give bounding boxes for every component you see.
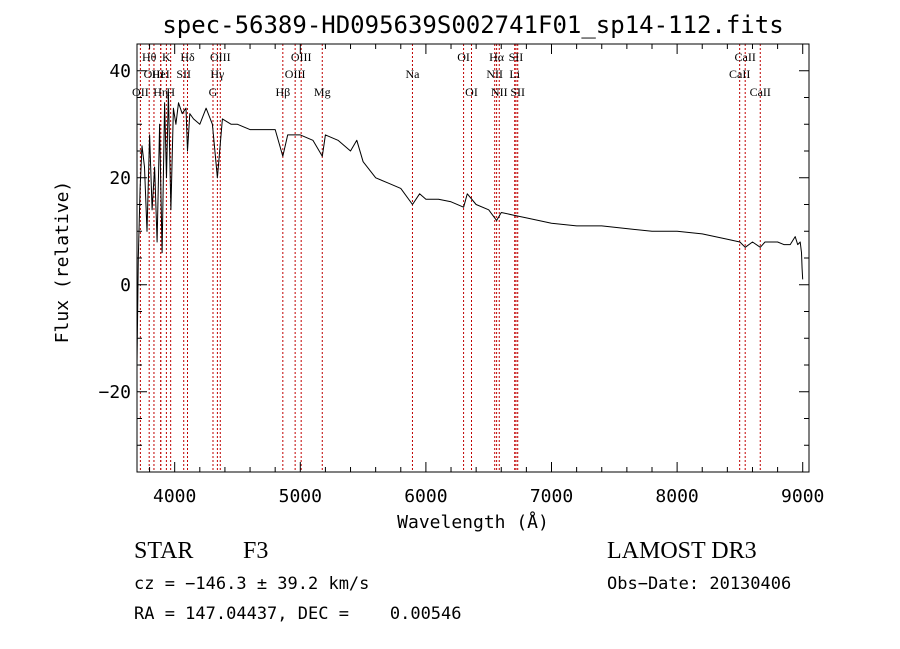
line-label-li: Li — [509, 67, 520, 81]
line-label-oiii: OIII — [291, 50, 312, 64]
line-label-hγ: Hγ — [210, 67, 225, 81]
coordinates: RA = 147.04437, DEC = 0.00546 — [134, 604, 462, 624]
x-axis-label: Wavelength (Å) — [397, 511, 549, 533]
line-label-caii: CaII — [735, 50, 756, 64]
line-label-nii: NII — [491, 85, 508, 99]
line-label-mg: Mg — [314, 85, 331, 99]
object-subclass: F3 — [243, 538, 269, 564]
x-tick-label: 5000 — [279, 486, 322, 507]
spectrum-line — [136, 91, 804, 366]
x-tick-label: 9000 — [781, 486, 824, 507]
y-tick-label: 20 — [109, 168, 131, 189]
line-label-sii: SII — [509, 50, 524, 64]
line-label-sii: SII — [176, 67, 191, 81]
line-label-caii: CaII — [750, 85, 771, 99]
line-label-hα: Hα — [489, 50, 505, 64]
y-tick-label: −20 — [98, 382, 131, 403]
y-tick-label: 40 — [109, 61, 131, 82]
survey-name: LAMOST DR3 — [607, 538, 757, 564]
line-label-na: Na — [405, 67, 420, 81]
spectral-line-markers — [139, 44, 761, 472]
y-tick-label: 0 — [120, 275, 131, 296]
line-label-hθ: Hθ — [142, 50, 157, 64]
line-labels: OIIHθOIIIHηHeIKHSIIHδGHγOIIIHβOIIIOIIIMg… — [132, 50, 771, 99]
line-label-hei: HeI — [152, 67, 170, 81]
line-label-k: K — [162, 50, 171, 64]
chart-title: spec-56389-HD095639S002741F01_sp14-112.f… — [162, 11, 783, 39]
axis-ticks: 4000 5000 6000 7000 8000 9000 −20 0 20 40 — [98, 44, 824, 507]
line-label-hδ: Hδ — [180, 50, 195, 64]
spectrum-series — [136, 91, 804, 366]
line-label-g: G — [209, 85, 218, 99]
line-label-oi: OI — [465, 85, 478, 99]
line-label-caii: CaII — [729, 67, 750, 81]
line-label-hη: Hη — [153, 85, 168, 99]
x-tick-label: 4000 — [153, 486, 196, 507]
line-label-oiii: OIII — [144, 67, 165, 81]
line-label-h: H — [166, 85, 175, 99]
object-class: STAR — [134, 538, 194, 564]
line-label-hβ: Hβ — [275, 85, 290, 99]
x-tick-label: 8000 — [655, 486, 698, 507]
line-label-oii: OII — [132, 85, 149, 99]
line-label-nii: NII — [486, 67, 503, 81]
observation-date: Obs−Date: 20130406 — [607, 574, 792, 594]
x-tick-label: 6000 — [404, 486, 447, 507]
x-tick-label: 7000 — [530, 486, 573, 507]
line-label-oiii: OIII — [210, 50, 231, 64]
line-label-oi: OI — [457, 50, 470, 64]
y-axis-label: Flux (relative) — [52, 181, 73, 344]
line-label-sii: SII — [510, 85, 525, 99]
redshift-velocity: cz = −146.3 ± 39.2 km/s — [134, 574, 370, 594]
plot-frame — [136, 43, 810, 473]
line-label-oiii: OIII — [285, 67, 306, 81]
